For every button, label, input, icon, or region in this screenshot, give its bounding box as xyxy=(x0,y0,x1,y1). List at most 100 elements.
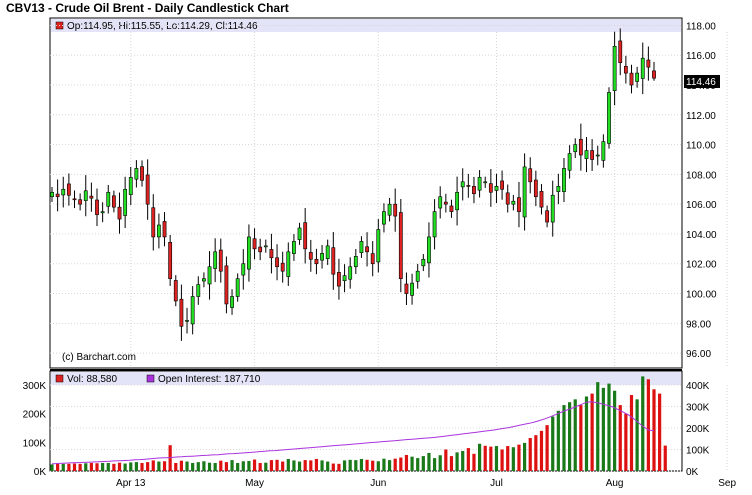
candle xyxy=(185,307,189,334)
price-tick-label: 116.00 xyxy=(686,51,716,62)
candle-body xyxy=(151,207,156,238)
candle-body xyxy=(578,138,583,156)
volume-bar xyxy=(629,395,634,471)
volume-bar xyxy=(483,445,487,471)
candle-body xyxy=(556,185,561,192)
candle-body xyxy=(72,198,77,201)
candle-body xyxy=(342,275,347,282)
candle xyxy=(505,184,510,213)
date-tick-label: Apr 13 xyxy=(116,478,146,489)
oi-tick-label: 100K xyxy=(686,446,710,457)
volume-legend: Vol: 88,580 xyxy=(67,374,117,385)
volume-tick-label: 0K xyxy=(34,467,47,478)
candle xyxy=(269,233,274,274)
price-tick-label: 104.00 xyxy=(686,230,717,241)
volume-bar xyxy=(314,458,319,471)
volume-bar xyxy=(517,444,521,471)
candle xyxy=(449,199,454,218)
candle-body xyxy=(179,298,184,327)
volume-bar xyxy=(179,460,184,471)
volume-bar xyxy=(95,463,99,471)
date-tick-label: Sep xyxy=(718,478,736,489)
candle-body xyxy=(275,257,279,268)
volume-bar xyxy=(348,459,352,471)
volume-bar xyxy=(596,382,600,471)
volume-bar xyxy=(556,410,560,471)
candle-body xyxy=(449,205,454,212)
candle-body xyxy=(213,251,218,269)
volume-bar xyxy=(477,443,482,471)
candle-body xyxy=(376,229,381,263)
candle-body xyxy=(185,320,189,322)
candle-body xyxy=(286,251,291,277)
candle xyxy=(365,232,369,267)
candle xyxy=(539,184,544,215)
volume-bar xyxy=(416,458,420,471)
volume-legend-marker xyxy=(55,374,64,383)
volume-bar xyxy=(449,456,454,471)
candle-body xyxy=(89,195,94,199)
candle-body xyxy=(646,59,651,68)
candle xyxy=(297,222,302,245)
candle xyxy=(646,46,651,81)
candle-body xyxy=(494,185,499,191)
candle-body xyxy=(533,179,538,198)
candle xyxy=(415,263,420,289)
volume-bar xyxy=(297,461,302,471)
volume-bar xyxy=(320,460,324,471)
volume-tick-label: 100K xyxy=(23,438,47,449)
candle xyxy=(325,239,330,265)
candle xyxy=(72,190,77,209)
volume-bar xyxy=(410,456,414,471)
volume-bar xyxy=(539,430,544,471)
candle-body xyxy=(252,238,257,250)
candle-body xyxy=(331,247,336,275)
candle xyxy=(443,193,448,213)
candle-body xyxy=(415,270,420,282)
volume-bar xyxy=(607,383,611,471)
candle-body xyxy=(483,181,488,184)
candle-body xyxy=(623,65,628,74)
volume-bar xyxy=(286,458,290,471)
volume-bar xyxy=(489,446,493,471)
candle-body xyxy=(55,193,60,198)
volume-bar xyxy=(365,459,369,471)
candle xyxy=(562,158,566,203)
candle-body xyxy=(635,72,640,82)
candle xyxy=(230,289,234,315)
candle xyxy=(320,244,324,269)
candle-body xyxy=(612,45,617,91)
candle xyxy=(601,134,606,168)
candle-body xyxy=(325,245,330,259)
candle xyxy=(162,212,167,247)
candle xyxy=(100,202,105,223)
price-tick-label: 108.00 xyxy=(686,170,717,181)
volume-bar xyxy=(140,462,144,471)
candle-body xyxy=(162,221,167,238)
candle-body xyxy=(601,141,606,161)
candle xyxy=(511,194,516,211)
candle xyxy=(629,64,634,94)
candle xyxy=(635,66,640,88)
candle xyxy=(382,203,386,233)
volume-bar xyxy=(511,447,515,471)
copyright-text: (c) Barchart.com xyxy=(62,352,136,363)
volume-bar xyxy=(399,457,403,471)
candle xyxy=(134,160,139,188)
candle xyxy=(331,232,336,290)
candle-body xyxy=(263,245,268,248)
volume-bar xyxy=(354,460,358,471)
volume-bar xyxy=(72,463,77,471)
candle-body xyxy=(269,249,274,259)
candle xyxy=(275,244,279,281)
candle xyxy=(117,192,122,234)
candle xyxy=(410,273,414,305)
volume-bar xyxy=(624,413,628,471)
candle-body xyxy=(337,272,341,287)
candle xyxy=(55,179,60,212)
date-tick-label: Jun xyxy=(370,478,386,489)
candle-body xyxy=(455,191,459,211)
candle-body xyxy=(410,282,414,296)
volume-bar xyxy=(224,462,229,471)
volume-bar xyxy=(230,460,234,471)
